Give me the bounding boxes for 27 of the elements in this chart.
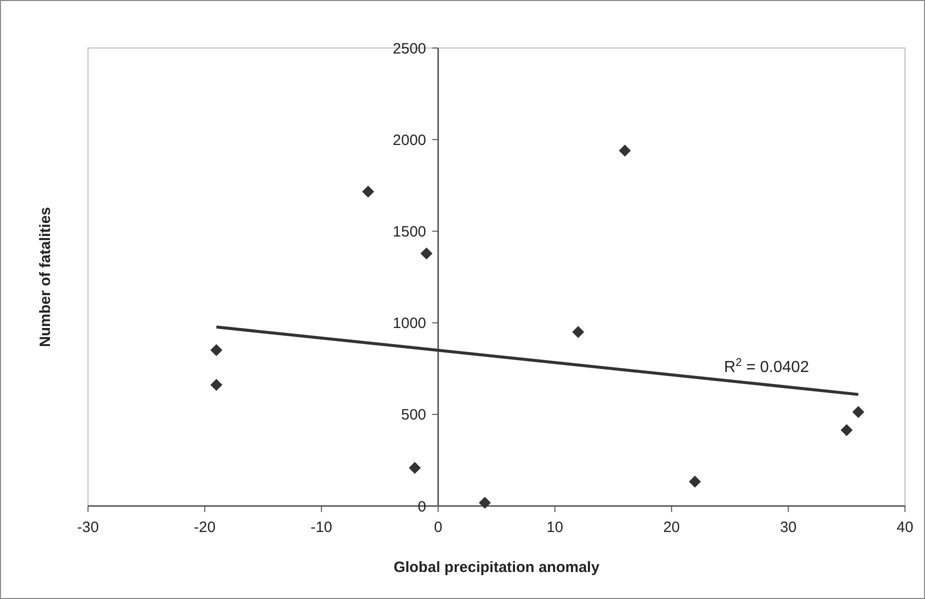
y-tick-label: 2000 (392, 132, 426, 149)
y-tick-label: 1500 (392, 223, 426, 240)
point (478, 496, 491, 509)
y-tick-label: 1000 (392, 315, 426, 332)
x-axis-title: Global precipitation anomaly (394, 559, 600, 576)
point (210, 378, 222, 391)
point (408, 462, 421, 474)
point (210, 344, 222, 356)
y-tick-label: 2500 (392, 40, 426, 58)
point (840, 424, 853, 436)
point (420, 248, 432, 260)
point (362, 186, 374, 198)
point (688, 476, 701, 488)
y-axis-title: Number of fatalities (37, 206, 54, 348)
x-tick-label: 20 (663, 519, 680, 536)
x-tick-label: 10 (546, 519, 564, 536)
annotation: R$^{2}$ = 0.0402 (724, 357, 810, 376)
x-tick-label: -20 (194, 519, 216, 536)
point (618, 144, 631, 157)
x-tick-label: -30 (77, 519, 99, 536)
x-tick-label: 30 (780, 519, 797, 536)
y-tick-label: 500 (401, 406, 426, 424)
x-tick-label: -10 (310, 519, 332, 536)
point (572, 326, 584, 338)
x-tick-label: 40 (896, 519, 914, 536)
x-tick-label: 0 (434, 519, 442, 536)
point (852, 406, 864, 418)
